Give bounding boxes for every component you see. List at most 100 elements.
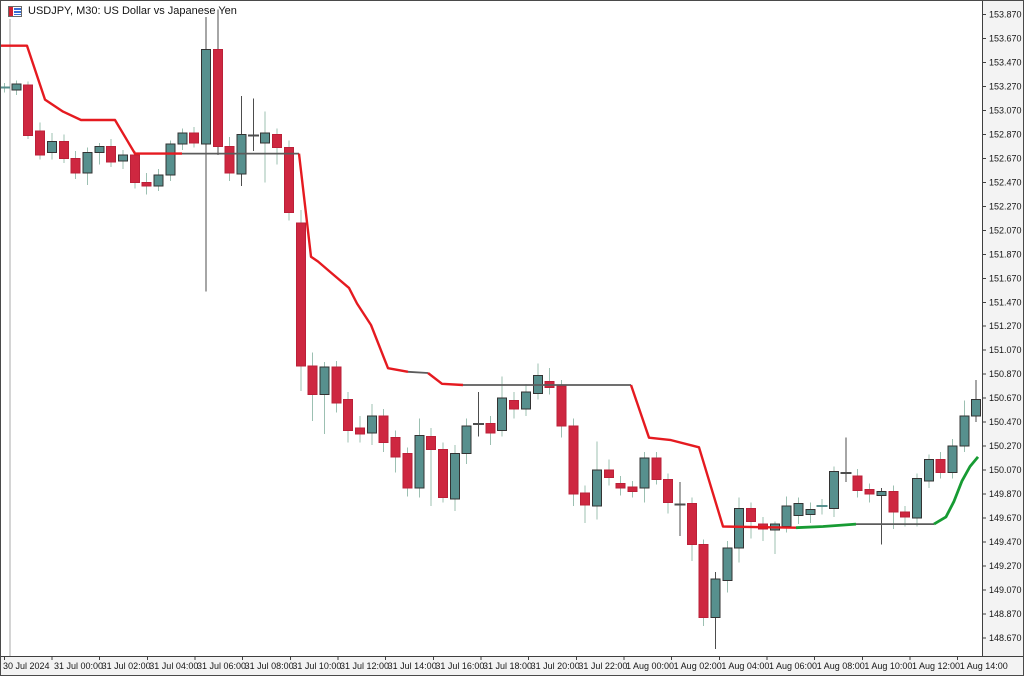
candle-body — [272, 133, 283, 149]
time-axis-label[interactable]: 31 Jul 06:00 — [197, 661, 246, 671]
candle-body — [900, 511, 911, 518]
candle-body — [603, 469, 614, 478]
candle-body — [11, 83, 22, 91]
candle-body — [888, 491, 899, 513]
price-axis-label[interactable]: 152.270 — [989, 201, 1022, 211]
candle-body — [686, 503, 697, 545]
price-axis-label[interactable]: 153.470 — [989, 57, 1022, 67]
trailing-stop-segment-red — [297, 153, 409, 373]
time-axis-label[interactable]: 1 Aug 10:00 — [864, 661, 912, 671]
price-axis-label[interactable]: 153.070 — [989, 105, 1022, 115]
price-axis-label[interactable]: 152.870 — [989, 129, 1022, 139]
price-axis-label[interactable]: 150.270 — [989, 441, 1022, 451]
candle-body — [402, 452, 413, 489]
price-axis-label[interactable]: 150.070 — [989, 465, 1022, 475]
price-axis-label[interactable]: 149.070 — [989, 585, 1022, 595]
price-axis-label[interactable]: 149.870 — [989, 489, 1022, 499]
candle-body — [461, 425, 472, 454]
time-axis-label[interactable]: 31 Jul 22:00 — [578, 661, 627, 671]
time-axis-label[interactable]: 31 Jul 14:00 — [388, 661, 437, 671]
candle-body — [295, 222, 306, 367]
candle-body — [307, 365, 318, 396]
price-axis-label[interactable]: 149.270 — [989, 561, 1022, 571]
time-axis-label[interactable]: 1 Aug 00:00 — [626, 661, 674, 671]
time-axis-label[interactable]: 31 Jul 20:00 — [531, 661, 580, 671]
time-axis-label[interactable]: 31 Jul 12:00 — [340, 661, 389, 671]
time-axis-strip[interactable] — [1, 656, 1024, 676]
price-axis-label[interactable]: 150.470 — [989, 417, 1022, 427]
candle-body — [343, 398, 354, 432]
candle-body — [378, 415, 389, 444]
candle-body — [82, 151, 93, 174]
candle-body — [177, 132, 188, 145]
candle-body — [615, 482, 626, 489]
candle-body — [366, 415, 377, 434]
price-axis-label[interactable]: 148.870 — [989, 609, 1022, 619]
time-axis-label[interactable]: 31 Jul 18:00 — [483, 661, 532, 671]
candle-body — [165, 143, 176, 176]
price-axis-label[interactable]: 151.670 — [989, 273, 1022, 283]
candle-body — [592, 469, 602, 507]
candle-body — [568, 425, 579, 495]
price-axis-label[interactable]: 150.670 — [989, 393, 1022, 403]
time-axis-label[interactable]: 31 Jul 00:00 — [54, 661, 103, 671]
price-axis-strip[interactable] — [982, 1, 1024, 656]
price-axis-label[interactable]: 151.270 — [989, 321, 1022, 331]
time-axis-label[interactable]: 1 Aug 08:00 — [817, 661, 865, 671]
candle-body — [35, 130, 46, 156]
candle-body — [260, 132, 271, 144]
price-axis-label[interactable]: 151.870 — [989, 249, 1022, 259]
candle-body — [437, 449, 448, 499]
candle-body — [663, 479, 674, 503]
price-axis-label[interactable]: 151.470 — [989, 297, 1022, 307]
candle-body — [141, 181, 152, 187]
price-axis-label[interactable]: 153.870 — [989, 10, 1022, 20]
candle-body — [852, 475, 863, 492]
candle-body — [698, 543, 709, 619]
time-axis-label[interactable]: 31 Jul 04:00 — [149, 661, 198, 671]
time-axis-label[interactable]: 31 Jul 10:00 — [292, 661, 341, 671]
trailing-stop-segment-green — [795, 522, 857, 530]
candle-body — [224, 145, 235, 174]
price-axis-label[interactable]: 150.870 — [989, 369, 1022, 379]
candle-body — [485, 422, 496, 434]
candle-body — [959, 415, 970, 447]
price-axis-label[interactable]: 152.670 — [989, 153, 1022, 163]
candle-body — [556, 385, 567, 427]
time-axis-label[interactable]: 31 Jul 16:00 — [435, 661, 484, 671]
candle-body — [390, 437, 401, 458]
candle-body — [651, 457, 662, 481]
time-axis-label[interactable]: 1 Aug 04:00 — [721, 661, 769, 671]
candle-body — [129, 154, 140, 183]
candle-body — [864, 488, 875, 495]
price-axis-label[interactable]: 149.470 — [989, 537, 1022, 547]
price-axis-label[interactable]: 152.070 — [989, 225, 1022, 235]
candle-body — [829, 470, 839, 509]
time-axis-label[interactable]: 1 Aug 02:00 — [674, 661, 722, 671]
price-axis-label[interactable]: 151.070 — [989, 345, 1022, 355]
price-axis-label[interactable]: 153.670 — [989, 33, 1022, 43]
trailing-stop-segment-red — [1, 44, 182, 155]
candle-body — [414, 434, 425, 489]
candle-body — [23, 84, 34, 137]
price-axis-label[interactable]: 153.270 — [989, 81, 1022, 91]
time-axis-label[interactable]: 1 Aug 12:00 — [912, 661, 960, 671]
candle-body — [710, 578, 721, 619]
candle-body — [971, 398, 982, 417]
time-axis-label[interactable]: 1 Aug 06:00 — [769, 661, 817, 671]
candle-body — [426, 436, 437, 451]
candle-body — [722, 547, 733, 581]
candle-body — [283, 147, 294, 213]
price-axis-label[interactable]: 148.670 — [989, 633, 1022, 643]
candle-body — [106, 145, 117, 163]
time-axis-label[interactable]: 31 Jul 02:00 — [102, 661, 151, 671]
time-axis-label[interactable]: 1 Aug 14:00 — [960, 661, 1008, 671]
price-axis-label[interactable]: 152.470 — [989, 177, 1022, 187]
price-axis-label[interactable]: 149.670 — [989, 513, 1022, 523]
time-axis-label[interactable]: 30 Jul 2024 — [3, 661, 50, 671]
time-axis-label[interactable]: 31 Jul 08:00 — [245, 661, 294, 671]
candle-body — [793, 503, 804, 517]
